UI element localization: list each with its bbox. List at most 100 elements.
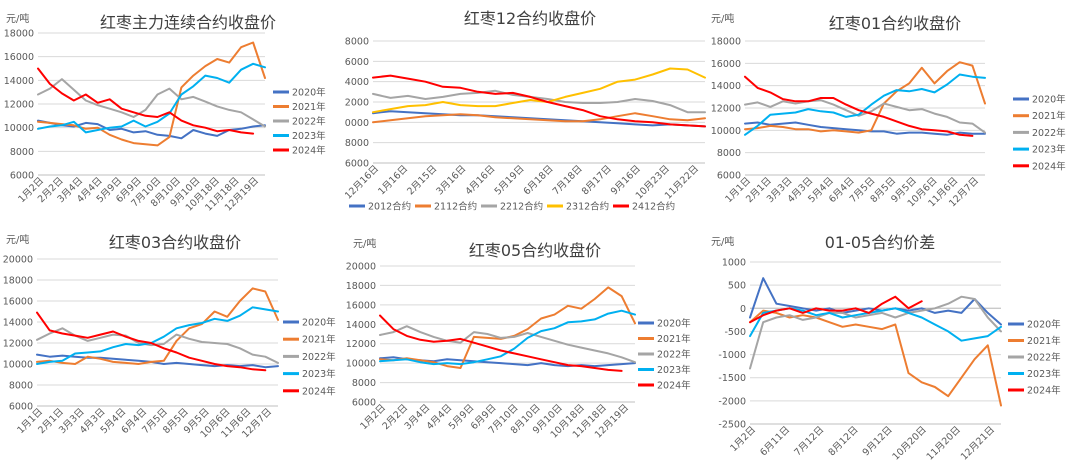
x-tick-label: 10月20日: [891, 424, 929, 462]
series-line-2022年: [749, 295, 1002, 370]
y-tick-label: 18000: [711, 37, 741, 48]
series-line-2024年: [37, 67, 255, 135]
chart-title: 红枣01合约收盘价: [829, 14, 961, 33]
legend-label: 2020年: [1032, 94, 1066, 106]
y-tick-label: -2500: [718, 420, 746, 431]
y-tick-label: 8000: [10, 147, 34, 158]
legend-label: 2312合约: [566, 201, 609, 213]
y-tick-label: 6000: [352, 398, 376, 409]
series-line-2022年: [379, 325, 636, 364]
legend-label: 2024年: [657, 380, 691, 392]
y-tick-label: 12000: [711, 104, 741, 115]
chart-title: 01-05合约价差: [825, 233, 936, 252]
series-line-2021年: [744, 61, 986, 134]
unit-label: 元/吨: [353, 237, 376, 250]
x-tick-label: 7月12日: [792, 424, 826, 458]
legend-label: 2012合约: [368, 201, 411, 213]
y-tick-label: 14000: [4, 76, 34, 87]
legend-label: 2021年: [292, 101, 326, 113]
legend-label: 2023年: [292, 130, 326, 142]
legend-label: 2020年: [292, 87, 326, 99]
legend-label: 2021年: [1027, 335, 1061, 347]
legend-label: 2023年: [1027, 368, 1061, 380]
y-tick-label: 6000: [9, 402, 33, 413]
series-line-2021年: [36, 287, 279, 365]
series-line-2212合约: [372, 89, 706, 114]
y-tick-label: 0: [740, 304, 746, 315]
y-tick-label: 8000: [717, 148, 741, 159]
y-tick-label: 10000: [4, 123, 34, 134]
series-line-2021年: [749, 309, 1002, 407]
y-tick-label: 18000: [346, 281, 376, 292]
y-tick-label: 16000: [4, 52, 34, 63]
legend-label: 2412合约: [632, 201, 675, 213]
chart-main-continuous: 元/吨 红枣主力连续合约收盘价 6000 8000 10000 12000 14000 1…: [4, 12, 326, 214]
x-tick-label: 7月18日: [551, 163, 585, 197]
y-tick-label: 8000: [352, 378, 376, 389]
y-tick-label: -1000: [718, 350, 746, 361]
x-tick-label: 4月16日: [463, 163, 497, 197]
legend-label: 2024年: [1032, 160, 1066, 172]
y-tick-label: 14000: [346, 320, 376, 331]
y-tick-label: 12000: [345, 98, 369, 109]
y-tick-label: 14000: [711, 81, 741, 92]
legend-label: 2022年: [1027, 352, 1061, 364]
series-line-2020年: [36, 353, 279, 369]
x-tick-label: 8月12日: [827, 424, 861, 458]
x-tick-label: 5月19日: [493, 163, 527, 197]
chart-01-contract: 元/吨 红枣01合约收盘价 6000 8000 10000 12000 14000 160…: [711, 12, 1066, 209]
x-tick-label: 2月15日: [405, 163, 439, 197]
chart-title: 红枣03合约收盘价: [109, 233, 241, 252]
legend-label: 2212合约: [500, 201, 543, 213]
legend-label: 2023年: [302, 368, 336, 380]
series-line-2020年: [744, 121, 986, 136]
legend-label: 2020年: [1027, 319, 1061, 331]
series-line-2021年: [37, 41, 266, 147]
x-tick-label: 12月21日: [959, 424, 997, 462]
y-tick-label: 16000: [3, 297, 33, 308]
y-tick-label: 14000: [3, 318, 33, 329]
chart-title: 红枣主力连续合约收盘价: [100, 13, 276, 32]
series-line-2024年: [36, 311, 267, 372]
x-tick-label: 6月18日: [522, 163, 556, 197]
x-tick-label: 8月17日: [580, 163, 614, 197]
y-tick-label: 20000: [346, 262, 376, 273]
series-line-2022年: [37, 78, 266, 128]
y-tick-label: 8000: [345, 138, 369, 149]
y-tick-label: 12000: [4, 100, 34, 111]
x-tick-label: 6月11日: [758, 424, 792, 458]
chart-01-05-spread: 元/吨 01-05合约价差 -2500 -2000 -1500 -1000 -500 0 5…: [711, 233, 1061, 463]
y-tick-label: 16000: [345, 57, 369, 68]
series-line-2024年: [749, 295, 923, 324]
unit-label: 元/吨: [6, 233, 29, 246]
series-line-2112合约: [372, 112, 706, 124]
legend-label: 2021年: [1032, 110, 1066, 122]
y-tick-label: 10000: [711, 126, 741, 137]
chart-title: 红枣12合约收盘价: [464, 9, 596, 28]
unit-label: 元/吨: [711, 12, 734, 25]
series-line-2024年: [744, 75, 974, 137]
legend-label: 2023年: [657, 364, 691, 376]
y-tick-label: 14000: [345, 77, 369, 88]
y-tick-label: 6000: [717, 171, 741, 182]
y-tick-label: 12000: [346, 339, 376, 350]
series-line-2021年: [379, 286, 636, 369]
series-line-2312合约: [372, 67, 706, 114]
legend-label: 2024年: [1027, 385, 1061, 397]
y-tick-label: 20000: [3, 255, 33, 266]
legend-label: 2021年: [302, 334, 336, 346]
y-tick-label: 18000: [3, 276, 33, 287]
y-tick-label: 10000: [345, 118, 369, 129]
y-tick-label: 500: [728, 281, 746, 292]
series-line-2023年: [36, 306, 279, 365]
series-line-2412合约: [372, 74, 706, 128]
unit-label: 元/吨: [6, 12, 29, 25]
unit-label: 元/吨: [711, 235, 734, 248]
chart-12-contract: 红枣12合约收盘价 6000 8000 10000 12000 14000 16000 18…: [345, 9, 706, 213]
x-tick-label: 1月16日: [376, 163, 410, 197]
series-line-2022年: [744, 99, 986, 134]
legend-label: 2024年: [302, 385, 336, 397]
legend-label: 2022年: [657, 349, 691, 361]
series-line-2024年: [379, 314, 623, 372]
chart-03-contract: 元/吨 红枣03合约收盘价 6000 8000 10000 12000 14000 160…: [3, 233, 336, 440]
